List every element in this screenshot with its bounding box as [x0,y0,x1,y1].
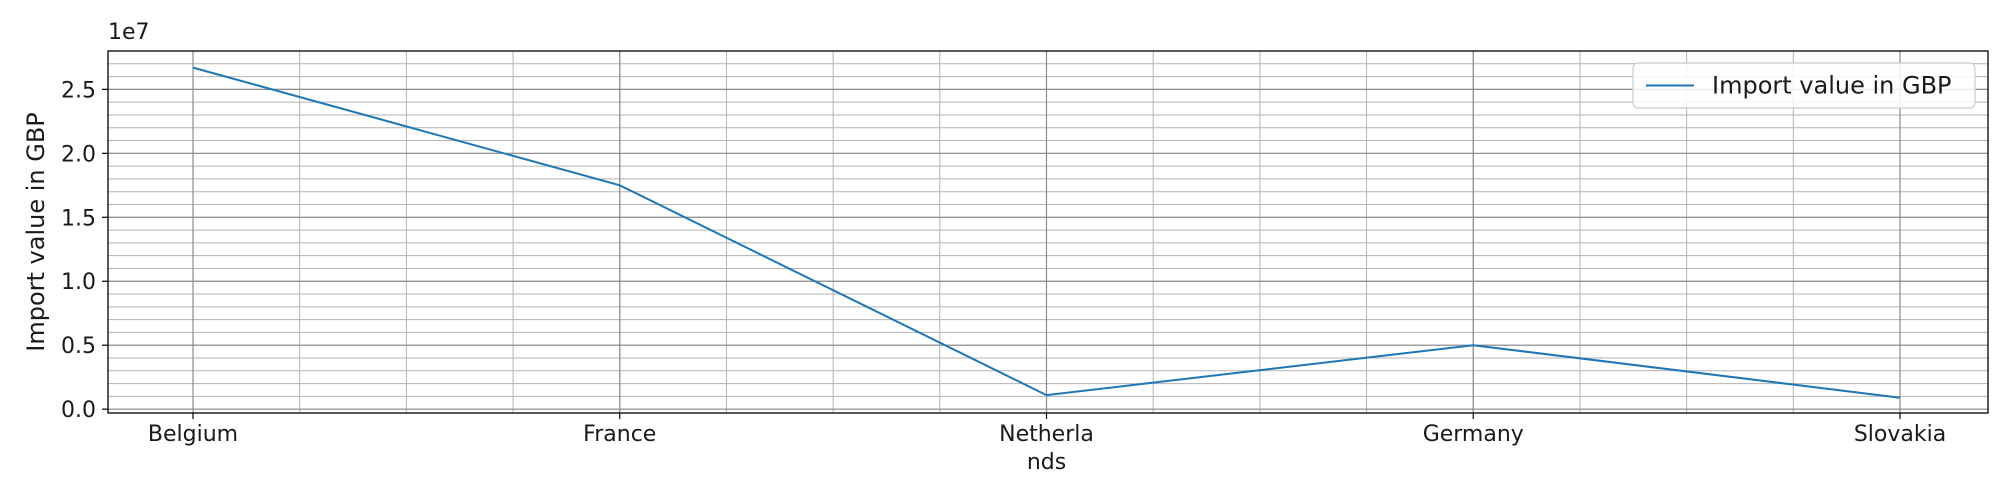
legend: Import value in GBP [1632,62,1976,109]
y-tick-label: 1.5 [61,206,96,231]
legend-box [1632,62,1976,109]
x-tick-label: Germany [1423,422,1524,447]
plot-frame [107,50,1989,414]
tick-labels: 0.0 0.5 1.0 1.5 2.0 2.5 Belgium France Netherla n… [61,78,1946,475]
x-tick-label: Belgium [148,422,238,447]
x-tick-label-line: nds [1027,450,1066,475]
x-tick-label-line: Slovakia [1854,422,1946,447]
x-tick-label-line: Germany [1423,422,1524,447]
x-tick-label-line: Netherla [999,422,1094,447]
grid [108,50,1988,413]
y-tick-label: 2.5 [61,78,96,103]
y-tick-label: 1.0 [61,270,96,295]
y-tick-label: 0.5 [61,334,96,359]
series-layer [192,66,1901,399]
x-tick-label: Netherla nds [999,422,1094,475]
x-tick-label-line: Belgium [148,422,238,447]
legend-entry-label: Import value in GBP [1712,72,1952,100]
x-tick-label: France [583,422,656,447]
y-axis-label: Import value in GBP [22,112,50,352]
axes [102,50,1989,419]
y-tick-label: 0.0 [61,398,96,423]
series-line [192,66,1901,399]
x-tick-label-line: France [583,422,656,447]
y-offset-label: 1e7 [108,20,150,45]
y-tick-label: 2.0 [61,142,96,167]
x-tick-label: Slovakia [1854,422,1946,447]
